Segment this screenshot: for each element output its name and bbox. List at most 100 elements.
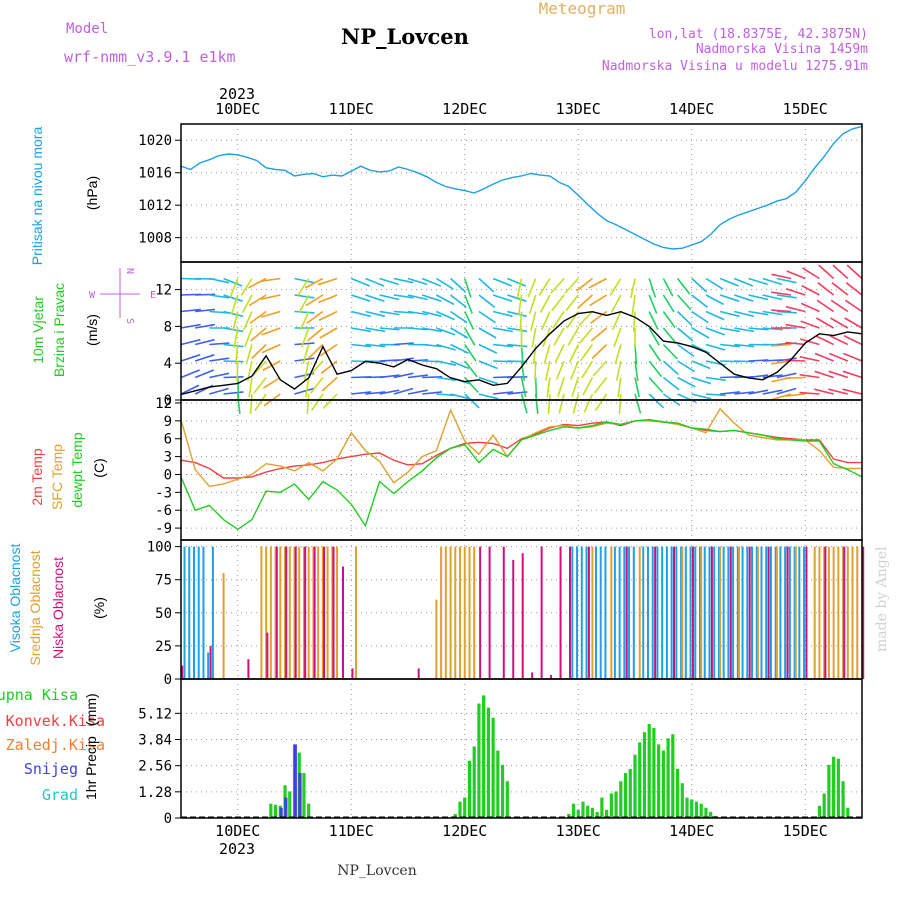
precip-series-label: 1hr Precip bbox=[83, 736, 99, 800]
wind-arrow bbox=[248, 377, 253, 398]
wind-arrow bbox=[507, 277, 527, 287]
wind-arrow bbox=[450, 360, 470, 370]
wind-arrow bbox=[249, 393, 253, 415]
visoka-oblacnost-bar bbox=[202, 546, 205, 679]
visoka-oblacnost-bar bbox=[788, 546, 791, 679]
visoka-oblacnost-bar bbox=[670, 546, 673, 679]
wind-arrow bbox=[705, 294, 724, 306]
wind-arrow bbox=[507, 294, 527, 302]
y-tick-label: 6 bbox=[164, 432, 172, 448]
ukupna-kisa-bar bbox=[600, 797, 604, 818]
wind-arrow bbox=[351, 343, 372, 348]
wind-arrow bbox=[492, 310, 513, 318]
visoka-oblacnost-bar bbox=[585, 546, 588, 679]
wind-arrow bbox=[478, 277, 495, 293]
y-tick-label: 8 bbox=[164, 319, 172, 335]
wind-arrow bbox=[771, 309, 792, 313]
bottom-date-label: 10DEC bbox=[215, 822, 260, 840]
niska-oblacnost-bar bbox=[294, 546, 297, 679]
snijeg-bar bbox=[284, 797, 288, 818]
wind-arrow bbox=[662, 343, 678, 360]
ukupna-kisa-bar bbox=[595, 811, 599, 818]
srednja-oblacnost-bar bbox=[317, 546, 320, 679]
wind-arrow bbox=[435, 277, 454, 290]
wind-arrow bbox=[802, 267, 820, 280]
y-tick-label: 3 bbox=[164, 450, 172, 466]
wind-arrow bbox=[581, 360, 594, 379]
wind-arrow bbox=[379, 310, 400, 316]
wind-arrow bbox=[320, 360, 338, 374]
wind-arrow bbox=[294, 294, 315, 299]
pressure-panel: 1008 1012 1016 1020 bbox=[138, 123, 863, 263]
visoka-oblacnost-bar bbox=[713, 546, 716, 679]
visoka-oblacnost-bar bbox=[765, 546, 768, 679]
wind-arrow bbox=[677, 310, 693, 326]
legend-snow: Snijeg bbox=[24, 760, 78, 778]
wind-arrow bbox=[762, 294, 783, 301]
wind-arrow bbox=[294, 310, 315, 314]
wind-arrow bbox=[771, 291, 792, 296]
wind-arrow bbox=[450, 343, 469, 354]
y-tick-label: 0 bbox=[164, 811, 172, 827]
wind-arrow bbox=[320, 343, 338, 357]
wind-arrow bbox=[321, 376, 338, 392]
wind-arrow bbox=[648, 327, 660, 346]
wind-arrow bbox=[232, 311, 239, 332]
visoka-oblacnost-bar bbox=[656, 546, 659, 679]
wind-arrow bbox=[785, 341, 806, 346]
srednja-oblacnost-bar bbox=[638, 546, 641, 679]
niska-oblacnost-bar bbox=[417, 668, 420, 679]
y-tick-label: -6 bbox=[155, 503, 172, 519]
wind-arrow bbox=[816, 299, 835, 313]
wind-arrow bbox=[748, 327, 769, 331]
wind-arrow bbox=[557, 377, 565, 397]
elevation-label: Nadmorska Visina 1459m bbox=[696, 42, 868, 57]
wind-arrow bbox=[554, 344, 565, 363]
visoka-oblacnost-bar bbox=[604, 546, 607, 679]
dewpt-temp-line bbox=[180, 418, 863, 531]
wind-arrow bbox=[843, 335, 863, 346]
mid-cloud-label: Srednja Oblacnost bbox=[27, 550, 43, 665]
y-tick-label: 0 bbox=[164, 393, 172, 409]
wind-arrow bbox=[507, 310, 527, 318]
low-cloud-label: Niska Oblacnost bbox=[50, 557, 66, 659]
wind-arrow bbox=[240, 278, 253, 296]
station-title: NP_Lovcen bbox=[341, 24, 469, 49]
wind-arrow bbox=[831, 282, 849, 296]
y-tick-label: 1012 bbox=[138, 198, 172, 214]
srednja-oblacnost-bar bbox=[463, 546, 466, 679]
wind-arrow bbox=[594, 393, 608, 412]
wind-arrow bbox=[632, 311, 636, 332]
srednja-oblacnost-bar bbox=[832, 546, 835, 679]
bottom-date-label: 11DEC bbox=[329, 822, 374, 840]
wind-arrow bbox=[830, 317, 849, 329]
wind-arrow bbox=[194, 354, 215, 362]
niska-oblacnost-bar bbox=[479, 546, 482, 679]
wind-arrow bbox=[611, 311, 622, 331]
srednja-oblacnost-bar bbox=[794, 546, 797, 679]
wind-arrow bbox=[776, 294, 797, 299]
cloud-ylabel: Visoka Oblacnost Srednja Oblacnost Niska… bbox=[7, 544, 107, 666]
ukupna-kisa-bar bbox=[288, 791, 292, 818]
wind-arrow bbox=[351, 327, 372, 333]
wind-arrow bbox=[253, 377, 267, 394]
wind-arrow bbox=[492, 327, 513, 333]
wind-arrow bbox=[550, 277, 565, 294]
wind-arrow bbox=[828, 370, 849, 379]
ukupna-kisa-bar bbox=[505, 781, 509, 818]
wind-arrow bbox=[450, 310, 468, 324]
wind-arrow bbox=[379, 294, 400, 301]
ukupna-kisa-bar bbox=[661, 750, 665, 818]
ukupna-kisa-bar bbox=[657, 744, 661, 818]
wind-arrow bbox=[576, 277, 593, 292]
wind-label-1: 10m Vjetar bbox=[30, 296, 46, 364]
ukupna-kisa-bar bbox=[647, 723, 651, 818]
wind-arrow bbox=[393, 357, 414, 362]
wind-arrow bbox=[677, 376, 696, 388]
wind-arrow bbox=[507, 360, 528, 363]
temp-unit-label: (C) bbox=[91, 458, 107, 477]
wind-arrow bbox=[748, 374, 769, 379]
y-tick-label: 12 bbox=[155, 283, 172, 299]
wind-arrow bbox=[776, 387, 797, 395]
ukupna-kisa-bar bbox=[822, 793, 826, 818]
